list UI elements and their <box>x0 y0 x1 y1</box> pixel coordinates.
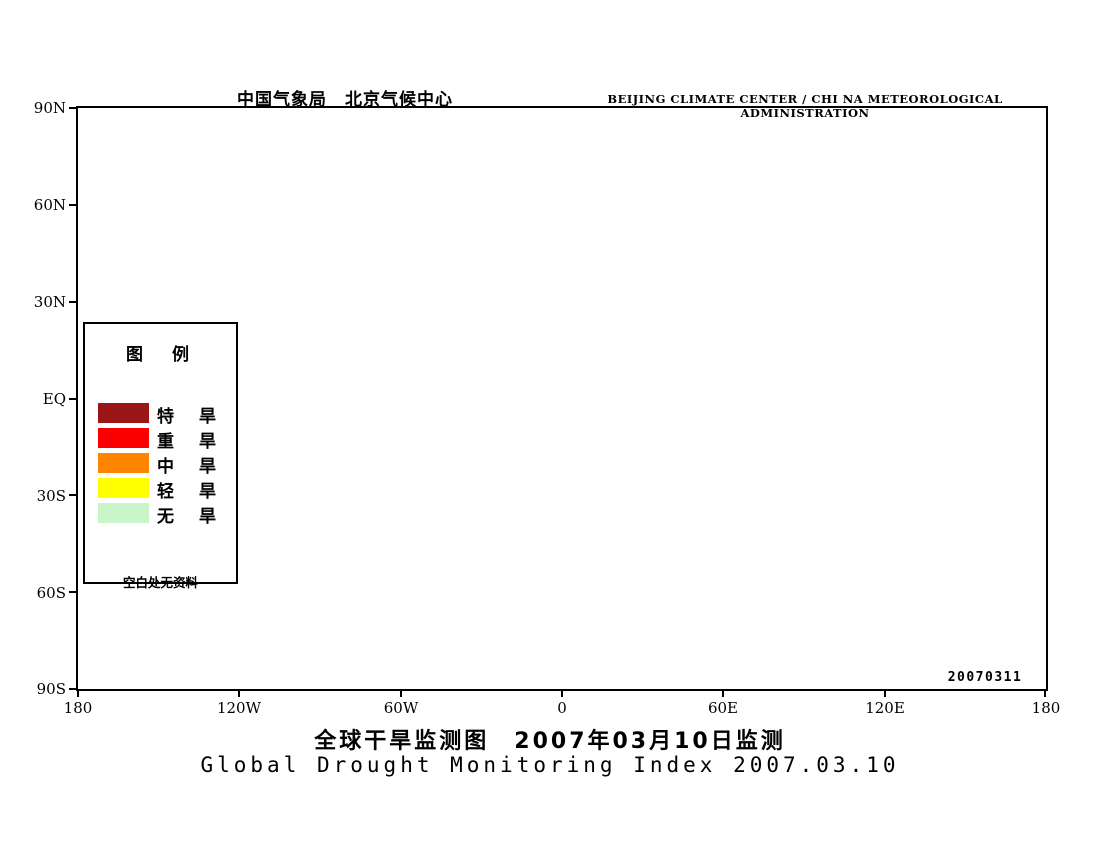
legend-box: 图 例 特 旱 重 旱 中 旱 轻 旱 无 旱 空白处无资料 <box>83 322 238 590</box>
legend-label-extreme-drought: 特 旱 <box>157 407 220 427</box>
lon-axis-tick <box>77 689 79 697</box>
header-agency-cn: 中国气象局 北京气候中心 <box>237 90 453 110</box>
lon-axis-tick <box>883 689 886 697</box>
lat-label-90n: 90N <box>33 99 66 117</box>
lat-axis-tick <box>69 397 78 400</box>
lon-axis-tick <box>561 689 563 697</box>
legend-label-severe-drought: 重 旱 <box>157 432 220 452</box>
header-agency-en: BEIJING CLIMATE CENTER / CHI NA METEOROL… <box>607 92 1003 120</box>
lat-axis-tick <box>69 591 78 593</box>
legend-swatch-no-drought <box>98 503 149 523</box>
lat-label-30s: 30S <box>36 487 66 505</box>
lat-axis-tick <box>69 107 78 109</box>
lon-label-0: 0 <box>557 699 567 717</box>
lon-label-60e: 60E <box>707 699 739 717</box>
legend-swatch-severe-drought <box>98 428 149 448</box>
lat-axis-tick <box>69 204 78 206</box>
lon-axis-tick <box>399 689 402 697</box>
legend-item-no-drought: 无 旱 <box>85 503 236 527</box>
legend-swatch-moderate-drought <box>98 453 149 473</box>
lat-label-eq: EQ <box>42 390 66 408</box>
lon-label-120w: 120W <box>216 699 262 717</box>
legend-label-no-drought: 无 旱 <box>157 507 220 527</box>
lon-label-180e: 180 <box>1031 699 1061 717</box>
lat-label-90s: 90S <box>36 680 66 698</box>
lat-label-60s: 60S <box>36 584 66 602</box>
legend-swatch-extreme-drought <box>98 403 149 423</box>
legend-item-severe-drought: 重 旱 <box>85 428 236 452</box>
lat-label-60n: 60N <box>33 196 66 214</box>
lon-axis-tick <box>722 689 725 697</box>
legend-label-light-drought: 轻 旱 <box>157 482 220 502</box>
map-date-stamp: 20070311 <box>947 670 1023 685</box>
lon-axis-tick <box>238 689 241 697</box>
lat-axis-tick <box>69 494 78 497</box>
lon-label-60w: 60W <box>383 699 419 717</box>
legend-label-moderate-drought: 中 旱 <box>157 457 220 477</box>
lat-label-30n: 30N <box>33 293 66 311</box>
lon-label-180w: 180 <box>63 699 93 717</box>
footer-title-cn: 全球干旱监测图 2007年03月10日监测 <box>314 729 786 754</box>
legend-note: 空白处无资料 <box>122 575 198 590</box>
lon-axis-tick <box>1044 689 1046 697</box>
lat-axis-tick <box>69 688 78 690</box>
lon-label-120e: 120E <box>865 699 905 717</box>
legend-item-light-drought: 轻 旱 <box>85 478 236 502</box>
legend-item-moderate-drought: 中 旱 <box>85 453 236 477</box>
legend-swatch-light-drought <box>98 478 149 498</box>
lat-axis-tick <box>69 301 78 303</box>
legend-title: 图 例 <box>126 345 195 365</box>
legend-item-extreme-drought: 特 旱 <box>85 403 236 427</box>
footer-title-en: Global Drought Monitoring Index 2007.03.… <box>200 753 900 777</box>
